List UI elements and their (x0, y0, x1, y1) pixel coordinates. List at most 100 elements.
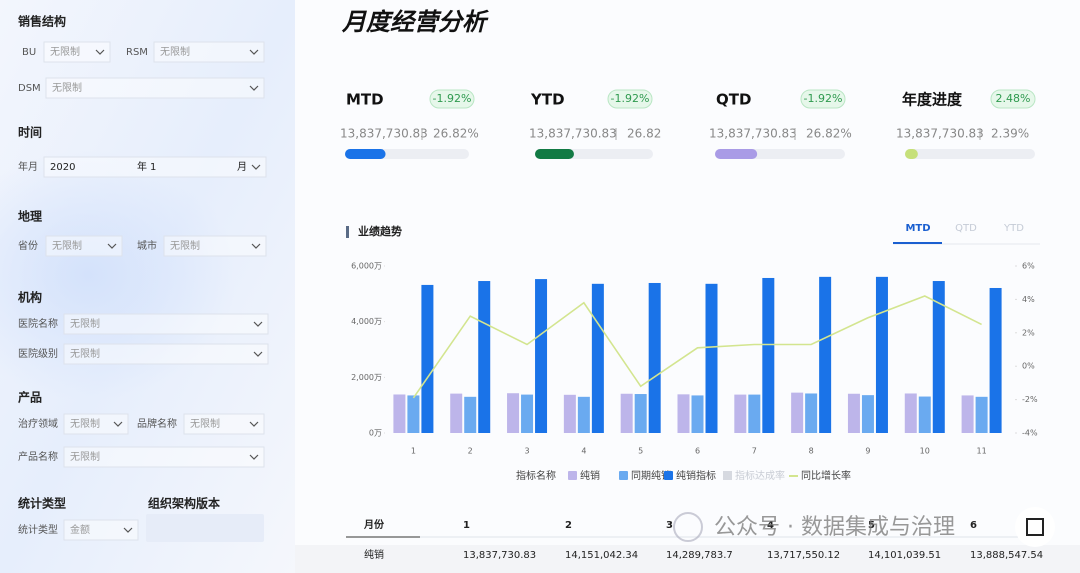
legend-label: 纯销指标 (676, 469, 716, 482)
kpi-badge-text: -1.92% (804, 92, 843, 105)
legend-label: 同期纯销 (631, 469, 671, 482)
select-box[interactable] (63, 413, 129, 435)
bar (932, 281, 945, 433)
chevron (251, 164, 261, 170)
kpi-name: QTD (716, 91, 751, 109)
legend-swatch-inactive (723, 471, 732, 480)
chevron (249, 454, 259, 460)
qr-icon (1026, 518, 1044, 536)
bar (450, 393, 463, 433)
select-unit: 月 (237, 161, 247, 173)
select-box[interactable] (63, 343, 269, 365)
select-box[interactable] (43, 156, 267, 178)
x-tick-label: 3 (524, 447, 529, 456)
legend-label: 同比增长率 (801, 469, 851, 482)
select-box[interactable] (45, 77, 265, 99)
legend-swatch (619, 471, 628, 480)
y2-tick-label: 4% (1022, 295, 1035, 304)
x-tick-label: 7 (752, 447, 757, 456)
chevron (249, 421, 259, 427)
chevron (253, 351, 263, 357)
chart-title: 业绩趋势 (358, 224, 402, 238)
field-label: 医院级别 (18, 347, 58, 360)
kpi-name: MTD (346, 91, 384, 109)
chevron (113, 421, 123, 427)
kpi-badge-text: -1.92% (611, 92, 650, 105)
y-tick-label: 2,000万 (351, 373, 382, 382)
select-box[interactable] (163, 235, 267, 257)
select-box[interactable] (45, 235, 123, 257)
field-label: 统计类型 (18, 523, 58, 536)
select-value: 无限制 (70, 417, 100, 430)
chevron (95, 49, 105, 55)
chevron (249, 85, 259, 91)
bar (705, 283, 718, 433)
select-box[interactable] (63, 519, 139, 541)
bar (791, 392, 804, 433)
kpi-amount: 13,837,730.83 (529, 127, 617, 141)
select-box[interactable] (63, 313, 269, 335)
kpi-amount: 13,837,730.83 (340, 127, 428, 141)
select-box[interactable] (153, 41, 265, 63)
y-tick-label: 6,000万 (351, 262, 382, 271)
bar (535, 279, 548, 433)
y-tick-label: 4,000万 (351, 317, 382, 326)
sidebar-glow (0, 150, 295, 400)
select-value: 无限制 (190, 417, 220, 430)
chevron (253, 321, 263, 327)
x-tick-label: 10 (920, 447, 930, 456)
kpi-badge (607, 89, 653, 109)
section-title: 组织架构版本 (148, 496, 220, 511)
legend-swatch (568, 471, 577, 480)
bar (847, 393, 860, 433)
select-box[interactable] (43, 41, 111, 63)
bar (521, 394, 534, 433)
bar (577, 396, 590, 433)
table-header: 月份 (363, 518, 385, 531)
line-series (412, 295, 982, 399)
tab: QTD (955, 223, 977, 234)
kpi-rate: 26.82% (433, 127, 479, 141)
bar (861, 395, 874, 433)
progress-fill (715, 149, 758, 159)
bar (407, 395, 420, 433)
kpi-badge (429, 89, 475, 109)
section-title: 地理 (18, 209, 42, 224)
field-label: 品牌名称 (137, 417, 177, 430)
bar (648, 282, 661, 433)
table-cell: 纯销 (364, 548, 384, 561)
bar (478, 281, 491, 433)
kpi-name: YTD (530, 91, 565, 109)
x-tick-label: 9 (865, 447, 870, 456)
kpi-badge-text: 2.48% (996, 92, 1031, 105)
table-cell: 13,837,730.83 (463, 550, 536, 561)
y2-tick-label: 6% (1022, 262, 1035, 271)
table-header: 1 (463, 520, 470, 531)
y2-tick-label: 2% (1022, 328, 1035, 337)
empty-select[interactable] (146, 514, 264, 542)
select-value: 无限制 (50, 45, 80, 58)
y2-tick-label: -4% (1022, 429, 1038, 438)
legend-swatch (664, 471, 673, 480)
field-label: 产品名称 (18, 450, 58, 463)
select-box[interactable] (183, 413, 265, 435)
select-box[interactable] (63, 446, 265, 468)
kpi-rate: 26.82% (806, 127, 852, 141)
select-value: 无限制 (70, 347, 100, 360)
bar (989, 287, 1002, 433)
field-label: 医院名称 (18, 317, 58, 330)
field-label: BU (22, 47, 36, 58)
field-label: 城市 (137, 239, 157, 252)
legend-label-inactive: 指标达成率 (735, 469, 785, 482)
kpi-rate: 2.39% (991, 127, 1029, 141)
section-title: 销售结构 (18, 14, 66, 29)
table-cell: 13,888,547.54 (970, 550, 1043, 561)
watermark-icon (673, 512, 703, 542)
progress-fill (345, 149, 386, 159)
qr-button[interactable] (1015, 507, 1055, 547)
chevron (249, 49, 259, 55)
kpi-name: 年度进度 (902, 91, 963, 109)
bar (875, 276, 888, 433)
field-label: 省份 (18, 239, 38, 252)
